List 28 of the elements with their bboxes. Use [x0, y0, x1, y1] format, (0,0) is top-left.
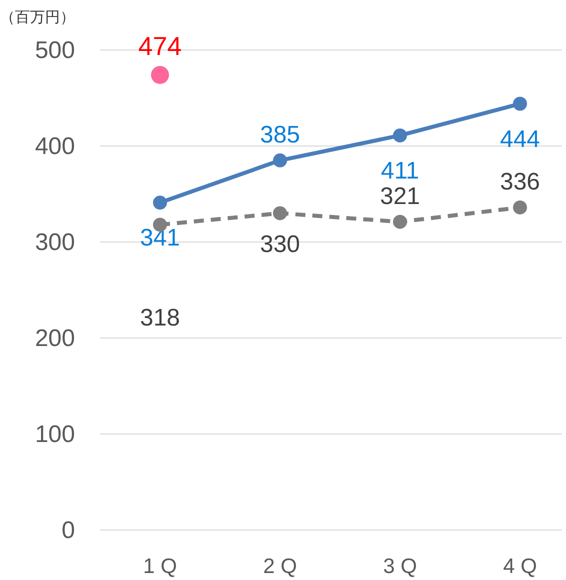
data-label: 341	[140, 224, 180, 252]
data-label: 336	[500, 168, 540, 196]
y-tick-label: 0	[62, 517, 75, 544]
data-label: 474	[138, 30, 182, 61]
y-tick-label: 400	[34, 133, 75, 160]
x-tick-label: 3 Q	[383, 555, 417, 578]
y-tick-label: 500	[34, 37, 75, 64]
y-tick-label: 300	[34, 229, 75, 256]
y-tick-label: 100	[34, 421, 75, 448]
point	[151, 66, 169, 84]
y-tick-label: 200	[34, 325, 75, 352]
point	[393, 128, 407, 142]
data-label: 411	[380, 157, 420, 184]
point	[513, 200, 527, 214]
x-tick-label: 1 Q	[143, 555, 177, 578]
point	[273, 153, 287, 168]
point	[393, 214, 407, 229]
data-label: 330	[260, 231, 300, 258]
data-label: 318	[140, 304, 180, 332]
x-tick-label: 4 Q	[503, 555, 537, 578]
point	[273, 206, 287, 220]
data-label: 385	[260, 121, 300, 148]
y-axis-title: （百万円）	[0, 9, 75, 26]
data-label: 321	[380, 182, 420, 210]
data-label: 444	[500, 126, 540, 153]
point	[513, 96, 527, 111]
x-tick-label: 2 Q	[263, 555, 297, 578]
point	[153, 196, 167, 210]
